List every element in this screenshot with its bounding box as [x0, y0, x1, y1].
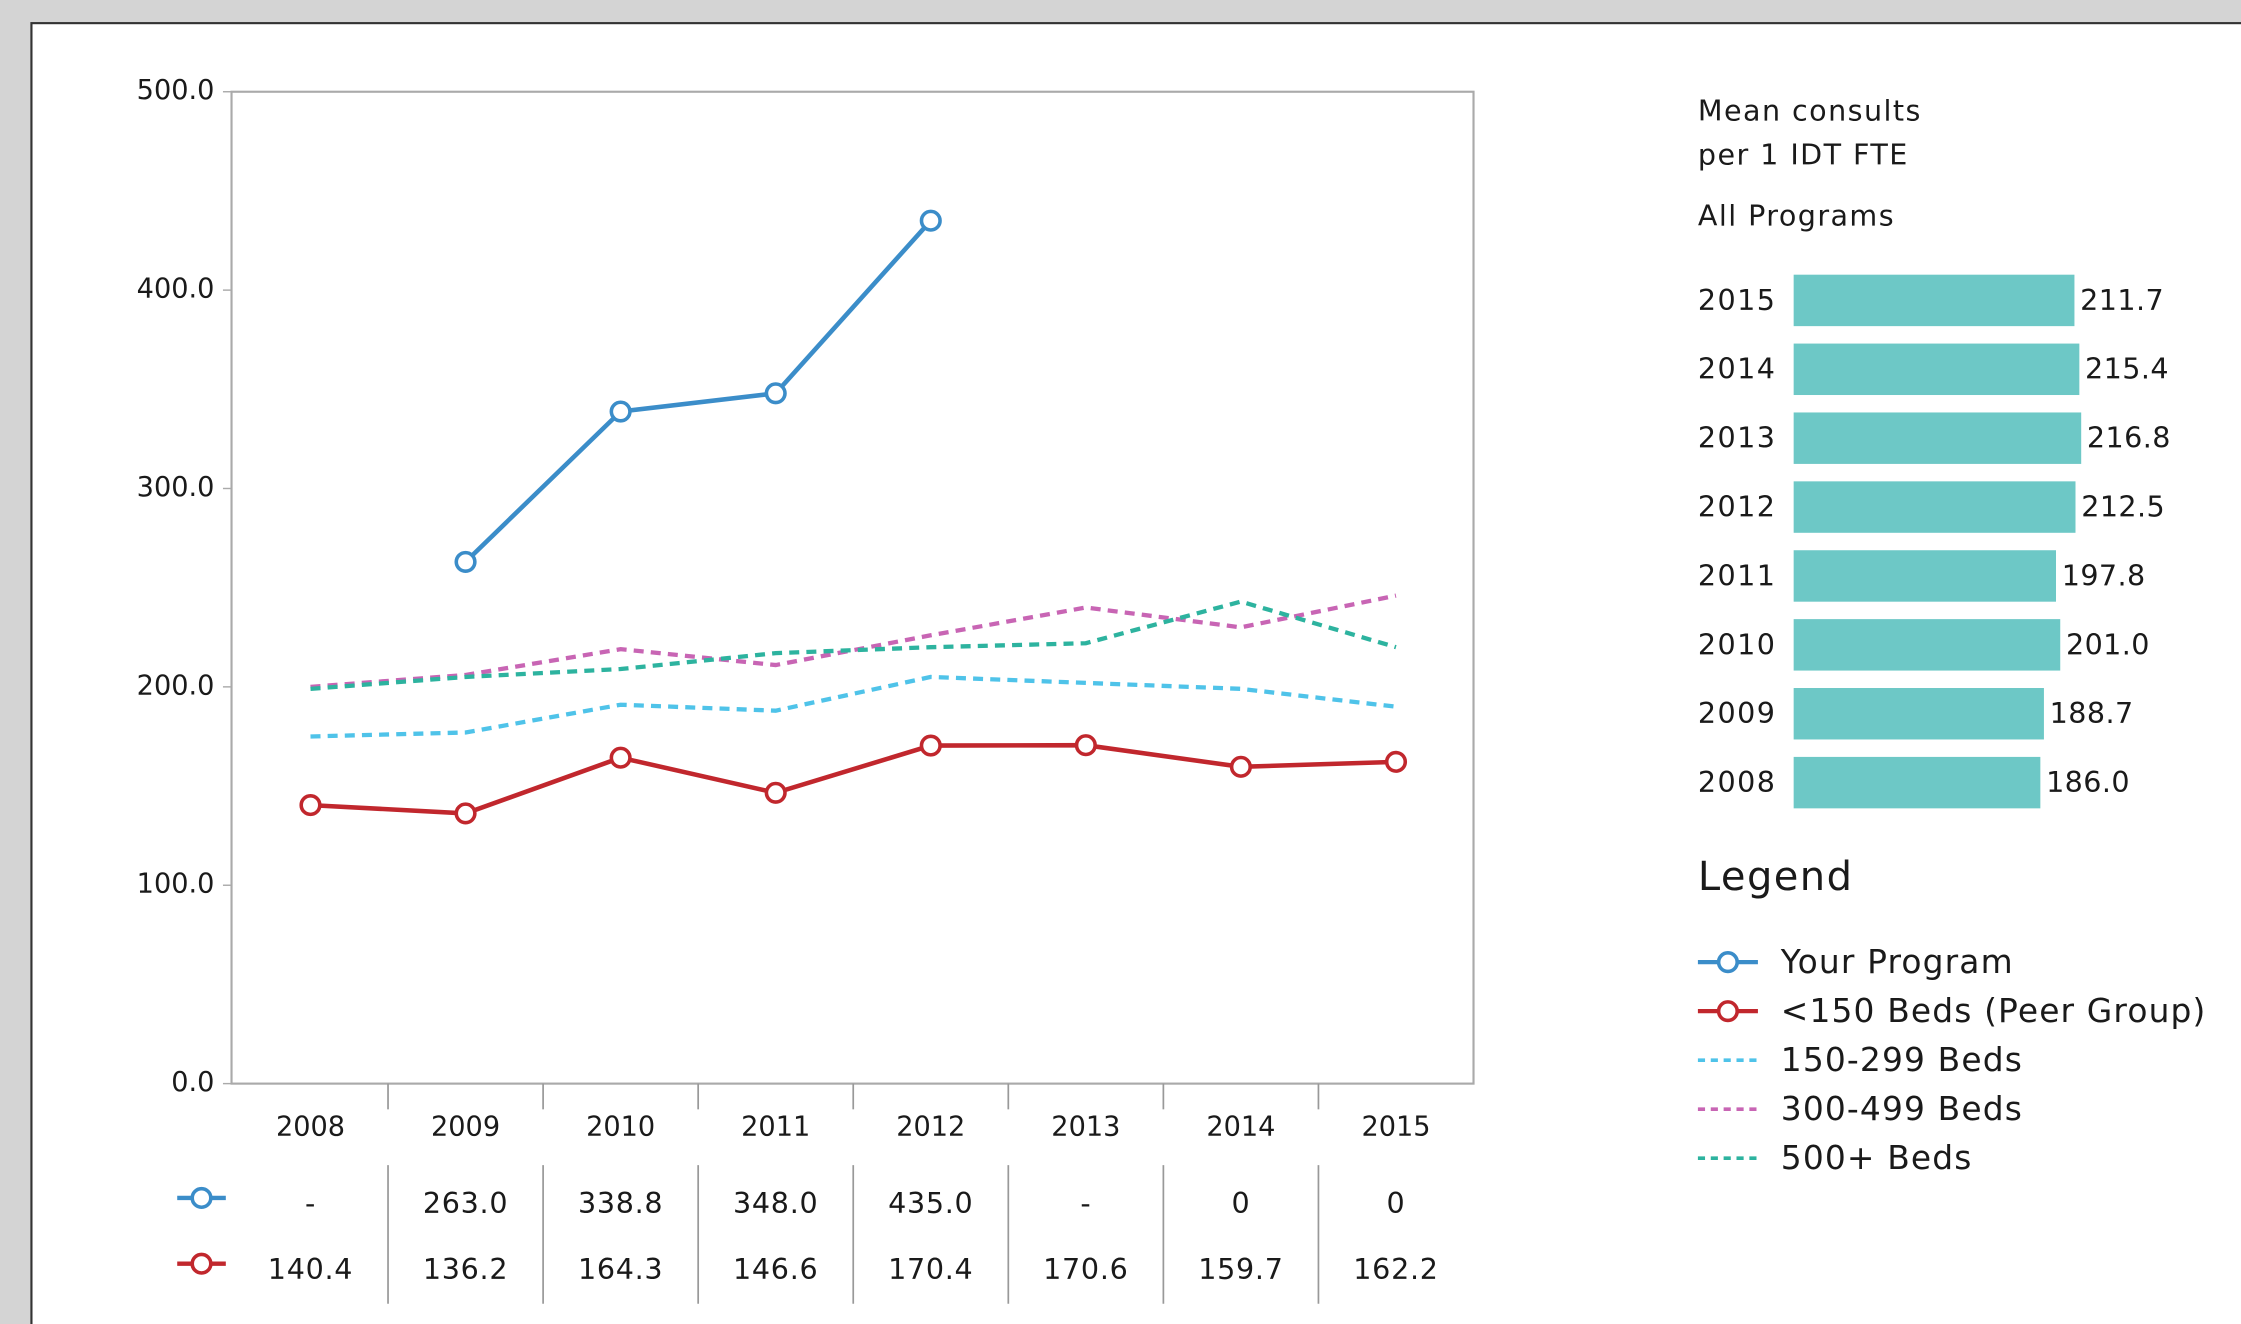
bar-value-label: 188.7 — [2050, 696, 2134, 730]
legend-marker — [1716, 1000, 1739, 1023]
table-cell: - — [305, 1186, 316, 1220]
table-cell: 159.7 — [1198, 1252, 1283, 1286]
bar-category: 2008 — [1698, 765, 1776, 799]
series-marker — [1384, 750, 1408, 773]
legend-label: 500+ Beds — [1781, 1138, 1973, 1177]
series-line — [310, 742, 1397, 816]
series-marker — [454, 550, 477, 573]
x-tick-label: 2011 — [741, 1111, 810, 1142]
table-cell: 170.4 — [888, 1252, 973, 1286]
series-marker — [919, 209, 942, 232]
series-marker — [764, 382, 787, 405]
bar-category: 2010 — [1698, 627, 1776, 661]
bar — [1793, 481, 2076, 533]
table-cell: 263.0 — [423, 1186, 508, 1220]
bar — [1793, 274, 2075, 327]
legend-title: Legend — [1698, 854, 1854, 900]
series-marker — [609, 746, 632, 769]
x-tick-label: 2008 — [276, 1111, 345, 1142]
series-marker — [454, 802, 477, 825]
y-tick-label: 100.0 — [137, 869, 215, 900]
bar-category: 2012 — [1698, 490, 1776, 524]
series-line — [463, 219, 933, 564]
table-cell: 435.0 — [888, 1186, 973, 1220]
table-cell: 348.0 — [733, 1186, 818, 1220]
series-marker — [1229, 755, 1252, 778]
series-line — [310, 674, 1397, 739]
y-tick-label: 500.0 — [137, 75, 215, 106]
table-key-marker — [190, 1252, 213, 1275]
series-marker — [764, 781, 787, 804]
table-cell: 162.2 — [1353, 1252, 1438, 1286]
x-tick-label: 2010 — [586, 1111, 655, 1142]
bar-value-label: 186.0 — [2046, 765, 2130, 799]
bar-category: 2009 — [1698, 696, 1776, 730]
y-tick-label: 0.0 — [171, 1067, 214, 1098]
bar — [1793, 412, 2082, 464]
table-cell: - — [1080, 1186, 1091, 1220]
series-marker — [299, 794, 322, 817]
bar-category: 2013 — [1698, 421, 1776, 455]
side-chart-title: Mean consults per 1 IDT FTE — [1697, 93, 1922, 172]
table-cell: 164.3 — [578, 1252, 663, 1286]
legend-label: Your Program — [1780, 942, 2014, 981]
y-tick-label: 200.0 — [137, 670, 215, 701]
table-cell: 140.4 — [268, 1252, 353, 1286]
bar-value-label: 212.5 — [2081, 490, 2165, 524]
legend-label: 150-299 Beds — [1781, 1040, 2023, 1079]
panel — [30, 22, 2241, 1324]
bar — [1793, 343, 2080, 396]
table-cell: 136.2 — [423, 1252, 508, 1286]
x-tick-label: 2015 — [1361, 1111, 1430, 1142]
side-title-box: Mean consults per 1 IDT FTE — [1697, 93, 1922, 172]
bar-value-label: 215.4 — [2085, 352, 2169, 386]
legend-label: 300-499 Beds — [1781, 1089, 2023, 1128]
bar-value-label: 201.0 — [2066, 627, 2150, 661]
table-cell: 170.6 — [1043, 1252, 1128, 1286]
bar — [1793, 619, 2061, 671]
bar-category: 2015 — [1698, 283, 1776, 317]
bar-category: 2011 — [1698, 558, 1776, 592]
bar — [1793, 688, 2044, 740]
table-cell: 338.8 — [578, 1186, 663, 1220]
side-chart-subtitle: All Programs — [1698, 199, 1895, 233]
series-marker — [609, 400, 632, 423]
x-tick-label: 2014 — [1206, 1111, 1275, 1142]
bar — [1793, 756, 2041, 809]
bar-value-label: 211.7 — [2080, 283, 2164, 317]
bar-value-label: 197.8 — [2062, 558, 2146, 592]
y-tick-label: 300.0 — [137, 472, 215, 503]
series-marker — [1074, 734, 1097, 757]
bar-value-label: 216.8 — [2087, 421, 2171, 455]
series-line — [310, 593, 1397, 690]
x-tick-label: 2013 — [1051, 1111, 1120, 1142]
series-marker — [919, 734, 942, 757]
table-cell: 0 — [1387, 1186, 1406, 1220]
bar-category: 2014 — [1698, 352, 1776, 386]
legend-label: <150 Beds (Peer Group) — [1781, 991, 2207, 1030]
table-cell: 0 — [1231, 1186, 1250, 1220]
x-tick-label: 2009 — [431, 1111, 500, 1142]
y-tick-label: 400.0 — [137, 274, 215, 305]
table-cell: 146.6 — [733, 1252, 818, 1286]
series-line — [310, 599, 1397, 691]
table-key-marker — [190, 1186, 213, 1210]
legend-marker — [1716, 951, 1739, 974]
bar — [1793, 550, 2057, 602]
x-tick-label: 2012 — [896, 1111, 965, 1142]
